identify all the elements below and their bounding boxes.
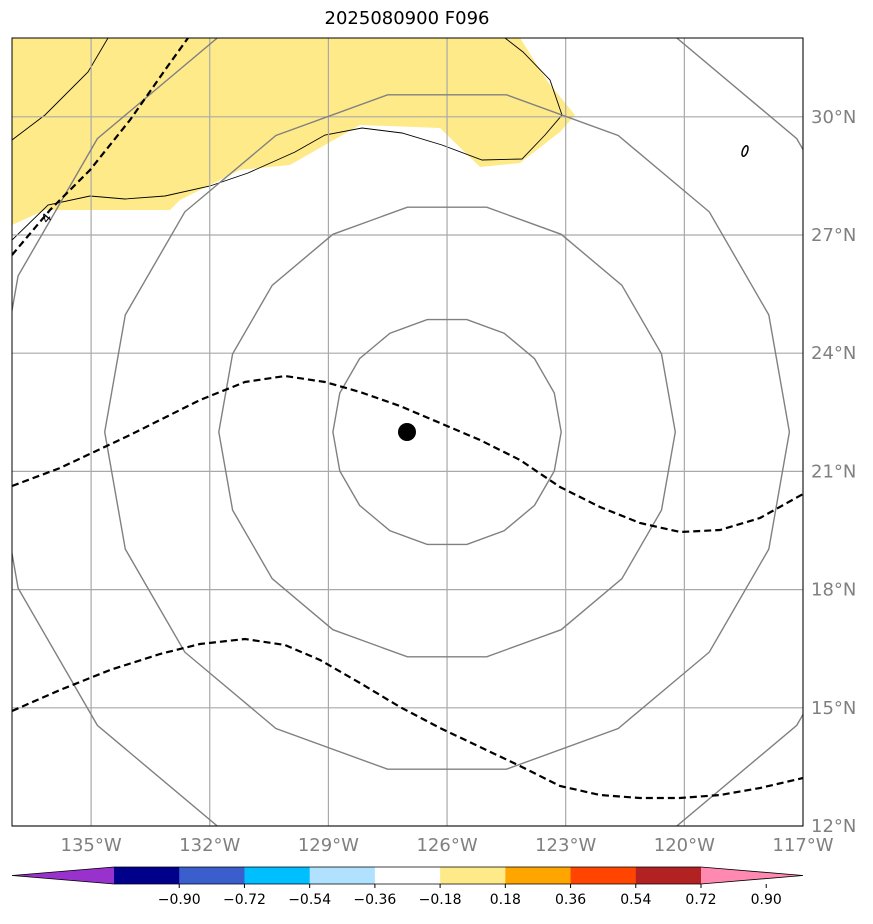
latitude-tick-label: 18°N <box>811 580 856 601</box>
longitude-tick-label: 117°W <box>772 835 833 856</box>
colorbar-tick-label: 0.54 <box>620 892 651 908</box>
longitude-tick-label: 132°W <box>179 835 240 856</box>
latitude-tick-label: 30°N <box>811 107 856 128</box>
map-frame <box>11 37 804 827</box>
colorbar-outline <box>11 866 804 885</box>
latitude-tick-label: 15°N <box>811 698 856 719</box>
small-contour-loop <box>741 145 749 157</box>
colorbar-segment <box>179 867 245 884</box>
dashed-contour-north <box>12 38 189 256</box>
colorbar-tick-label: 0.36 <box>555 892 586 908</box>
colorbar-tick-label: −0.90 <box>158 892 201 908</box>
coastline-contour-top <box>12 38 109 141</box>
longitude-tick-label: 120°W <box>654 835 715 856</box>
colorbar-extend-high <box>701 867 803 884</box>
latitude-tick-label: 27°N <box>811 225 856 246</box>
storm-center-marker <box>398 423 416 441</box>
range-ring <box>218 206 677 658</box>
dashed-contours <box>12 38 803 800</box>
colorbar-tick-label: −0.18 <box>419 892 462 908</box>
colorbar-segment <box>440 867 506 884</box>
colorbar-tick-label: 0.18 <box>490 892 521 908</box>
range-ring <box>103 94 791 770</box>
latitude-tick-label: 24°N <box>811 343 856 364</box>
colorbar-tick-label: 0.90 <box>751 892 782 908</box>
longitude-tick-label: 135°W <box>61 835 122 856</box>
colorbar-tick-label: −0.72 <box>223 892 266 908</box>
range-ring <box>332 318 562 546</box>
colorbar-tick-label: −0.54 <box>288 892 331 908</box>
latitude-tick-labels: 12°N 15°N 18°N 21°N 24°N 27°N 30°N <box>811 107 856 837</box>
shaded-region <box>12 38 575 225</box>
contour-label: 4 <box>39 211 56 227</box>
longitude-tick-labels: 135°W 132°W 129°W 126°W 123°W 120°W 117°W <box>61 835 834 856</box>
colorbar: −0.90 −0.72 −0.54 −0.36 −0.18 0.18 0.36 0.54 0.7… <box>11 866 804 908</box>
map-title: 2025080900 F096 <box>324 8 490 29</box>
colorbar-segment <box>374 867 441 884</box>
longitude-tick-label: 126°W <box>416 835 477 856</box>
latitude-tick-label: 12°N <box>811 816 856 837</box>
colorbar-segment <box>570 867 637 884</box>
dashed-contour-south <box>12 637 803 800</box>
colorbar-segment <box>309 867 376 884</box>
longitude-tick-label: 129°W <box>298 835 359 856</box>
colorbar-tick-label: −0.36 <box>353 892 396 908</box>
range-rings <box>12 38 803 826</box>
longitude-tick-label: 123°W <box>535 835 596 856</box>
colorbar-segment <box>635 867 702 884</box>
colorbar-extend-low <box>12 867 114 884</box>
colorbar-segment <box>505 867 572 884</box>
colorbar-segment <box>244 867 311 884</box>
colorbar-segment <box>114 867 180 884</box>
latitude-tick-label: 21°N <box>811 461 856 482</box>
colorbar-tick-label: 0.72 <box>685 892 716 908</box>
